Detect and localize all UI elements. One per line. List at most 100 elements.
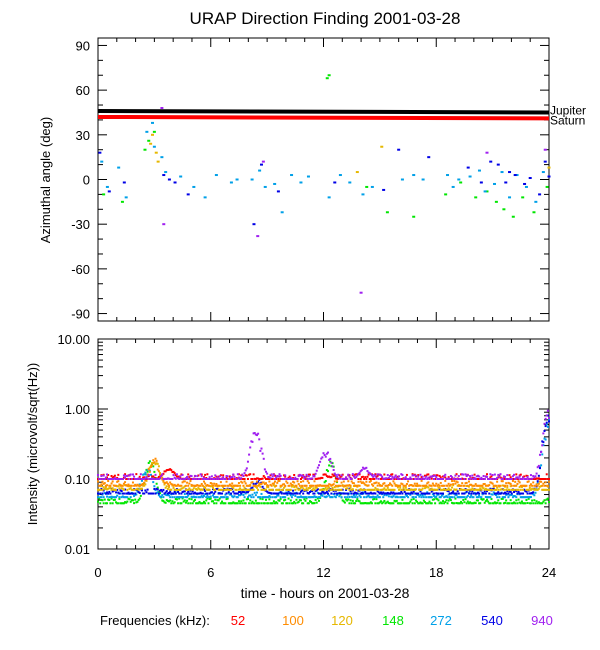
bottom-point-120 — [483, 488, 486, 491]
bottom-point-272 — [448, 496, 451, 499]
bottom-point-940 — [202, 477, 205, 480]
bottom-point-120 — [509, 485, 512, 488]
bottom-point-100 — [422, 484, 425, 487]
bottom-point-940 — [411, 474, 414, 477]
bottom-point-120 — [518, 486, 521, 489]
bottom-point-540 — [389, 492, 392, 495]
top-point-272 — [446, 174, 450, 177]
bottom-point-148 — [218, 497, 221, 500]
bottom-point-120 — [142, 484, 145, 487]
bottom-point-100 — [193, 484, 196, 487]
bottom-point-272 — [489, 496, 492, 499]
bottom-point-540 — [138, 491, 141, 494]
bottom-point-120 — [502, 488, 505, 491]
bottom-point-100 — [511, 479, 514, 482]
bottom-point-120 — [151, 461, 154, 464]
bottom-point-120 — [187, 488, 190, 491]
bottom-point-100 — [187, 484, 190, 487]
bottom-point-120 — [279, 485, 282, 488]
bottom-point-52 — [499, 476, 502, 479]
bottom-point-940 — [287, 478, 290, 480]
bottom-point-120 — [536, 488, 539, 491]
bottom-point-120 — [255, 486, 258, 489]
bottom-point-940 — [358, 471, 361, 474]
bottom-point-148 — [286, 502, 289, 505]
bottom-point-120 — [541, 488, 544, 491]
bottom-point-272 — [427, 496, 430, 499]
bottom-point-148 — [243, 502, 246, 505]
bottom-point-272 — [496, 496, 499, 499]
bottom-point-120 — [278, 488, 281, 491]
bottom-point-940 — [452, 478, 455, 480]
bottom-point-272 — [144, 471, 147, 474]
bottom-point-148 — [448, 497, 451, 500]
bottom-point-100 — [454, 482, 457, 485]
bottom-point-940 — [404, 476, 407, 479]
bottom-point-540 — [330, 492, 333, 495]
bottom-point-940 — [311, 477, 314, 480]
bottom-point-940 — [198, 478, 201, 480]
bottom-point-52 — [153, 476, 156, 479]
bottom-point-52 — [536, 477, 539, 480]
bottom-point-120 — [495, 488, 498, 491]
bottom-point-120 — [186, 488, 189, 491]
bottom-point-52 — [107, 473, 110, 476]
bottom-point-540 — [410, 491, 413, 494]
bottom-point-52 — [112, 475, 115, 478]
bottom-point-148 — [452, 502, 455, 505]
bottom-point-272 — [264, 496, 267, 499]
bottom-point-120 — [476, 488, 479, 491]
bottom-point-272 — [113, 496, 116, 499]
bottom-point-148 — [396, 502, 399, 505]
bottom-point-540 — [191, 490, 194, 493]
bottom-point-52 — [427, 473, 430, 476]
bottom-point-52 — [139, 478, 142, 480]
bottom-point-120 — [472, 488, 475, 491]
bottom-point-940 — [233, 475, 236, 478]
bottom-point-148 — [287, 497, 290, 500]
bottom-point-100 — [449, 483, 452, 486]
bottom-point-52 — [106, 476, 109, 479]
bottom-point-100 — [163, 481, 166, 484]
bottom-point-540 — [104, 492, 107, 495]
bottom-point-52 — [303, 475, 306, 478]
bottom-point-148 — [523, 502, 526, 505]
bottom-point-540 — [219, 492, 222, 495]
bottom-point-540 — [290, 492, 293, 495]
bottom-point-540 — [412, 490, 415, 493]
bottom-point-120 — [421, 487, 424, 490]
bottom-point-540 — [448, 492, 451, 495]
bottom-point-52 — [471, 477, 474, 480]
bottom-point-272 — [227, 492, 230, 495]
bottom-point-148 — [391, 502, 394, 505]
bottom-point-272 — [507, 496, 510, 499]
bottom-point-52 — [175, 475, 178, 478]
bottom-point-100 — [200, 482, 203, 485]
bottom-point-120 — [219, 488, 222, 491]
bottom-point-540 — [541, 440, 544, 443]
bottom-point-100 — [232, 484, 235, 487]
bottom-point-120 — [164, 486, 167, 489]
bottom-point-148 — [239, 502, 242, 505]
bottom-point-540 — [240, 492, 243, 495]
bottom-point-540 — [107, 492, 110, 495]
bottom-point-100 — [267, 484, 270, 487]
bottom-point-52 — [143, 476, 146, 479]
bottom-point-120 — [439, 488, 442, 491]
bottom-point-940 — [349, 477, 352, 480]
bottom-point-148 — [509, 499, 512, 502]
bottom-panel-frame — [97, 338, 550, 550]
bottom-point-148 — [131, 499, 134, 502]
bottom-point-940 — [456, 478, 459, 480]
bottom-point-540 — [189, 489, 192, 492]
bottom-point-148 — [296, 501, 299, 504]
bottom-point-120 — [382, 488, 385, 491]
bottom-point-540 — [210, 491, 213, 494]
bottom-point-272 — [490, 493, 493, 496]
bottom-point-120 — [427, 486, 430, 489]
bottom-point-940 — [146, 477, 149, 480]
bottom-point-940 — [182, 478, 185, 480]
bottom-point-148 — [276, 502, 279, 505]
bottom-point-272 — [451, 496, 454, 499]
